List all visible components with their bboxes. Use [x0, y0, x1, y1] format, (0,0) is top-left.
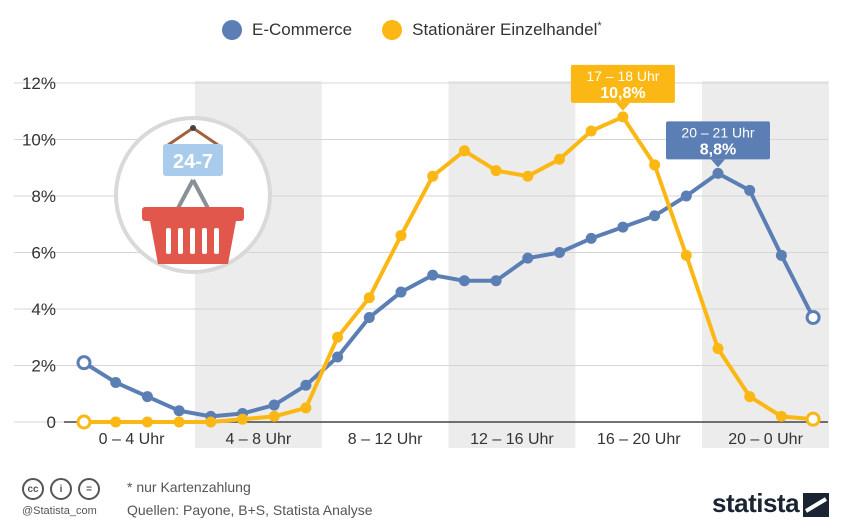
series-points	[76, 111, 821, 430]
data-point	[173, 416, 185, 428]
data-point	[458, 275, 470, 287]
data-point	[585, 125, 597, 137]
x-tick-label: 4 – 8 Uhr	[225, 431, 291, 448]
data-point	[363, 292, 375, 304]
data-point	[649, 210, 661, 222]
data-point	[300, 379, 312, 391]
legend-item-retail: Stationärer Einzelhandel *	[382, 20, 602, 40]
legend-swatch-retail	[382, 20, 403, 40]
data-point	[805, 411, 821, 427]
statista-logo-icon	[803, 493, 829, 517]
data-point	[712, 167, 724, 179]
data-point	[490, 275, 502, 287]
data-point	[205, 416, 217, 428]
x-axis: 0 – 4 Uhr 4 – 8 Uhr 8 – 12 Uhr 12 – 16 Uhr 1…	[99, 431, 804, 448]
x-tick-label: 12 – 16 Uhr	[470, 431, 554, 448]
data-point	[141, 391, 153, 403]
data-point	[554, 153, 565, 165]
basket-sign-text: 24-7	[173, 151, 213, 173]
data-point	[554, 247, 565, 258]
data-point	[427, 170, 439, 182]
legend: E-Commerce Stationärer Einzelhandel *	[222, 20, 632, 40]
callout-box	[666, 121, 770, 160]
callout-value: 8,8%	[700, 141, 736, 158]
y-tick-label: 4%	[31, 300, 56, 319]
no-derivatives-icon: =	[78, 478, 100, 500]
legend-footnote-marker: *	[597, 20, 602, 32]
data-point	[141, 416, 153, 428]
x-tick-label: 8 – 12 Uhr	[348, 431, 423, 448]
data-point	[110, 376, 122, 388]
data-point	[268, 399, 280, 411]
data-point	[617, 221, 629, 233]
data-point	[712, 343, 724, 355]
data-point	[680, 249, 692, 261]
legend-label-retail: Stationärer Einzelhandel	[412, 20, 598, 39]
data-point	[237, 413, 248, 425]
y-tick-label: 8%	[31, 187, 56, 206]
cc-icon: cc	[22, 478, 44, 500]
y-tick-label: 6%	[31, 244, 56, 263]
data-point	[617, 111, 629, 123]
sources: Quellen: Payone, B+S, Statista Analyse	[127, 502, 373, 518]
data-point	[110, 416, 122, 428]
data-point	[490, 165, 502, 177]
data-point	[522, 170, 534, 182]
data-point	[76, 355, 92, 371]
legend-swatch-ecommerce	[222, 20, 242, 40]
data-point	[395, 230, 407, 242]
callout-pointer	[711, 159, 725, 168]
data-point	[649, 159, 661, 171]
callout-value: 10,8%	[600, 85, 645, 102]
callout-label: 17 – 18 Uhr	[586, 68, 659, 84]
x-tick-label: 20 – 0 Uhr	[728, 431, 803, 448]
data-point	[805, 309, 821, 325]
callout-pointer	[615, 102, 630, 111]
footnote: * nur Kartenzahlung	[127, 479, 251, 495]
data-point	[427, 269, 439, 281]
statista-handle: @Statista_com	[22, 505, 97, 517]
statista-logo-text: statista	[712, 488, 800, 518]
y-tick-label: 0	[47, 413, 56, 432]
y-tick-label: 2%	[31, 357, 56, 376]
data-point	[585, 232, 597, 244]
data-point	[332, 351, 344, 363]
time-band-3	[448, 81, 576, 448]
x-tick-label: 16 – 20 Uhr	[597, 431, 681, 448]
callout-label: 20 – 21 Uhr	[681, 124, 754, 140]
data-point	[458, 145, 470, 157]
data-point	[268, 410, 280, 422]
data-point	[775, 249, 787, 261]
data-point	[395, 286, 407, 298]
data-point	[744, 184, 756, 196]
legend-item-ecommerce: E-Commerce	[222, 20, 352, 40]
license-icons: cc i =	[22, 478, 106, 500]
data-point	[680, 190, 692, 202]
data-point	[363, 311, 375, 323]
y-axis: 0 2% 4% 6% 8% 10% 12%	[22, 74, 56, 432]
attribution-icon: i	[50, 478, 72, 500]
data-point	[744, 391, 756, 403]
data-point	[76, 414, 92, 430]
callout-box	[570, 64, 675, 103]
y-tick-label: 10%	[22, 131, 56, 150]
legend-label-ecommerce: E-Commerce	[252, 20, 353, 39]
data-point	[775, 410, 787, 422]
data-point	[332, 331, 344, 343]
y-tick-label: 12%	[22, 74, 56, 93]
x-tick-label: 0 – 4 Uhr	[99, 431, 165, 448]
data-point	[300, 402, 312, 414]
data-point	[522, 252, 534, 264]
data-point	[173, 405, 185, 417]
shopping-basket-icon: 24-7	[114, 116, 272, 274]
